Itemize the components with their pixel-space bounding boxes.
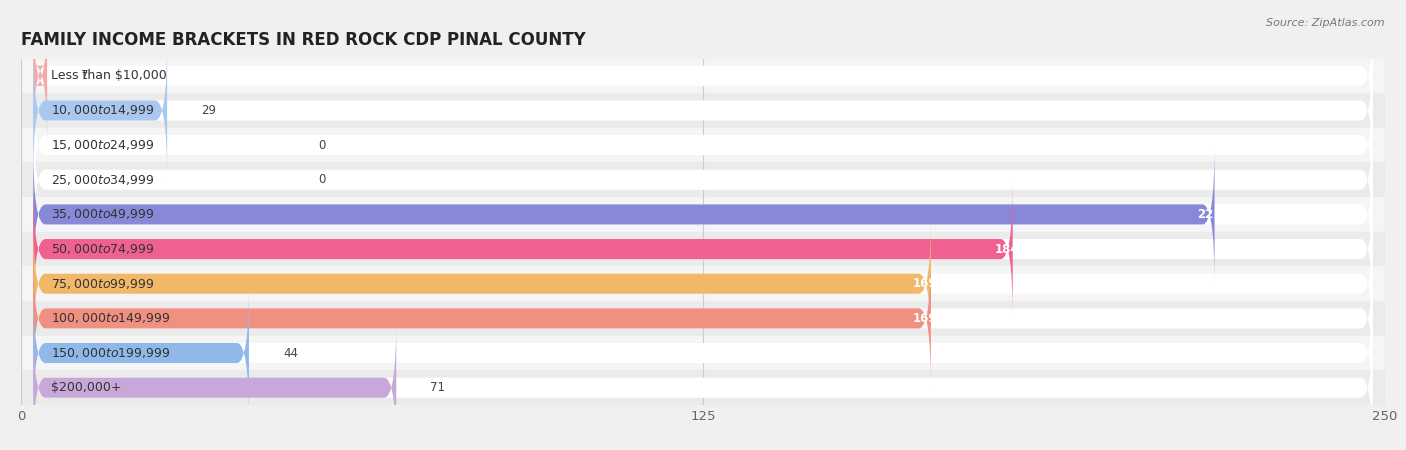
Text: $25,000 to $34,999: $25,000 to $34,999 (51, 173, 155, 187)
Text: $50,000 to $74,999: $50,000 to $74,999 (51, 242, 155, 256)
FancyBboxPatch shape (34, 216, 931, 351)
Text: $200,000+: $200,000+ (51, 381, 121, 394)
FancyBboxPatch shape (34, 112, 1372, 247)
Bar (21, 336, 1385, 370)
FancyBboxPatch shape (34, 286, 249, 420)
FancyBboxPatch shape (34, 182, 1012, 316)
FancyBboxPatch shape (34, 182, 1372, 316)
Text: 0: 0 (318, 173, 326, 186)
Text: $150,000 to $199,999: $150,000 to $199,999 (51, 346, 170, 360)
FancyBboxPatch shape (34, 9, 48, 143)
FancyBboxPatch shape (34, 251, 1372, 386)
Bar (21, 128, 1385, 162)
Text: FAMILY INCOME BRACKETS IN RED ROCK CDP PINAL COUNTY: FAMILY INCOME BRACKETS IN RED ROCK CDP P… (21, 31, 586, 49)
FancyBboxPatch shape (34, 320, 1372, 450)
Bar (21, 93, 1385, 128)
Text: 44: 44 (283, 346, 298, 360)
Bar (21, 197, 1385, 232)
Text: 71: 71 (430, 381, 446, 394)
Text: 169: 169 (912, 277, 938, 290)
Text: $100,000 to $149,999: $100,000 to $149,999 (51, 311, 170, 325)
Text: 29: 29 (201, 104, 217, 117)
Text: 169: 169 (912, 312, 938, 325)
Text: $10,000 to $14,999: $10,000 to $14,999 (51, 104, 155, 117)
FancyBboxPatch shape (34, 9, 1372, 143)
FancyBboxPatch shape (34, 147, 1215, 282)
Text: 0: 0 (318, 139, 326, 152)
Text: 221: 221 (1197, 208, 1222, 221)
Bar (21, 162, 1385, 197)
FancyBboxPatch shape (34, 286, 1372, 420)
Text: 184: 184 (995, 243, 1019, 256)
FancyBboxPatch shape (34, 78, 1372, 212)
Bar (21, 58, 1385, 93)
Text: Source: ZipAtlas.com: Source: ZipAtlas.com (1267, 18, 1385, 28)
Bar (21, 232, 1385, 266)
Bar (21, 266, 1385, 301)
FancyBboxPatch shape (34, 251, 931, 386)
FancyBboxPatch shape (34, 320, 396, 450)
FancyBboxPatch shape (34, 216, 1372, 351)
FancyBboxPatch shape (34, 147, 1372, 282)
Text: $35,000 to $49,999: $35,000 to $49,999 (51, 207, 155, 221)
Bar (21, 301, 1385, 336)
Text: $75,000 to $99,999: $75,000 to $99,999 (51, 277, 155, 291)
Text: 7: 7 (82, 69, 89, 82)
Text: $15,000 to $24,999: $15,000 to $24,999 (51, 138, 155, 152)
Bar (21, 370, 1385, 405)
FancyBboxPatch shape (34, 43, 1372, 178)
FancyBboxPatch shape (34, 43, 167, 178)
Text: Less than $10,000: Less than $10,000 (51, 69, 167, 82)
